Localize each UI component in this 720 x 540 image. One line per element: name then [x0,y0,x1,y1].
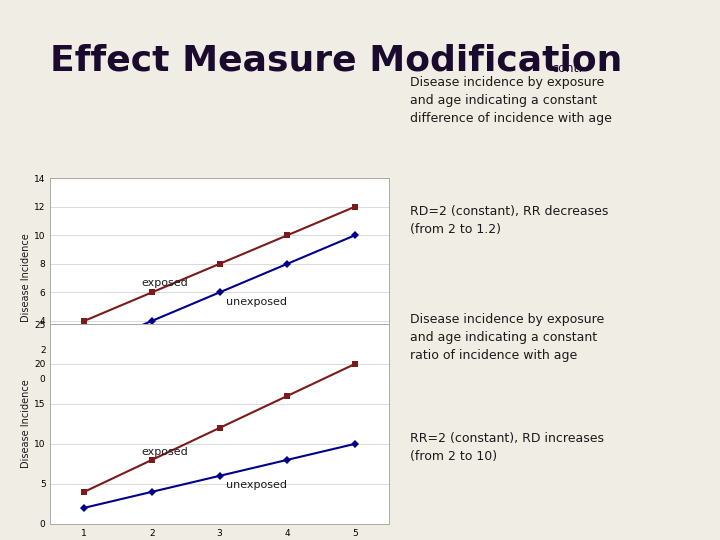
Text: unexposed: unexposed [226,296,287,307]
Text: Disease incidence by exposure
and age indicating a constant
ratio of incidence w: Disease incidence by exposure and age in… [410,313,605,362]
Text: Effect Measure Modification: Effect Measure Modification [50,43,623,77]
Text: unexposed: unexposed [226,480,287,490]
Text: Disease incidence by exposure
and age indicating a constant
difference of incide: Disease incidence by exposure and age in… [410,76,612,125]
Y-axis label: Disease Incidence: Disease Incidence [22,380,31,468]
Text: RD=2 (constant), RR decreases
(from 2 to 1.2): RD=2 (constant), RR decreases (from 2 to… [410,205,609,236]
Text: exposed: exposed [142,278,189,288]
Text: RR=2 (constant), RD increases
(from 2 to 10): RR=2 (constant), RD increases (from 2 to… [410,432,604,463]
Y-axis label: Disease Incidence: Disease Incidence [22,234,31,322]
X-axis label: AGE: AGE [206,395,233,408]
Text: cont.: cont. [551,62,582,75]
Text: exposed: exposed [142,448,189,457]
